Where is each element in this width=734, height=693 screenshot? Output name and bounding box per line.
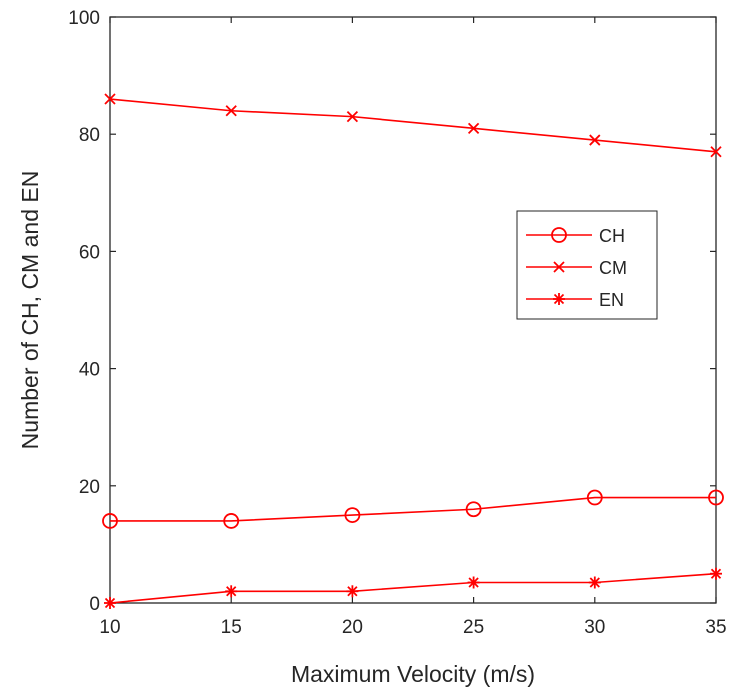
marker-stroke [225,105,237,117]
data-point [710,567,722,580]
marker-stroke [468,577,479,588]
data-point [223,513,240,529]
marker-stroke [710,146,722,158]
data-point [102,513,118,529]
y-tick-label: 80 [79,125,100,146]
x-tick-label: 25 [463,617,484,638]
marker-stroke [226,586,237,597]
marker-stroke [347,586,358,597]
x-tick-label: 35 [705,617,726,638]
marker-stroke [346,110,359,123]
data-point [588,576,601,589]
series-en [104,567,722,609]
data-point [346,585,359,598]
series-line [110,496,716,522]
y-tick-label: 60 [79,242,100,263]
data-point [465,501,482,518]
data-point [104,93,116,105]
y-tick-label: 40 [79,360,100,381]
data-point [467,576,480,589]
data-point [551,227,567,243]
marker-stroke [553,261,565,273]
marker-stroke [104,597,116,609]
x-tick-label: 10 [99,617,120,638]
legend-entry-ch: CH [526,226,625,246]
legend-entry-cm: CM [526,258,627,278]
data-point [586,489,603,506]
axis-ticks: 10 15 20 25 30 35 0 20 40 60 80 100 [68,8,726,638]
data-point [467,122,480,134]
marker-stroke [104,93,116,105]
data-point [104,597,116,609]
x-axis-label: Maximum Velocity (m/s) [291,661,535,687]
legend-label: EN [599,290,624,310]
data-point [710,146,722,158]
data-point [553,293,565,305]
marker-stroke [710,568,722,579]
legend-box [516,210,658,320]
data-point [589,134,601,146]
marker-stroke [589,134,601,146]
series-ch [102,489,724,529]
data-point [344,507,361,523]
legend-label: CM [599,258,627,278]
series-cm [104,93,722,158]
x-tick-label: 30 [584,617,605,638]
data-point [553,261,565,273]
x-tick-label: 15 [221,617,242,638]
series-line [109,98,717,153]
series-layer [102,93,724,609]
x-tick-label: 20 [342,617,363,638]
y-tick-label: 20 [79,477,100,498]
marker-stroke [553,293,565,305]
marker-stroke [589,577,600,588]
series-line [109,572,717,604]
data-point [708,489,724,506]
legend-label: CH [599,226,625,246]
legend-entry-en: EN [526,290,624,310]
data-point [346,110,359,123]
y-tick-label: 0 [89,594,100,615]
y-axis-label: Number of CH, CM and EN [17,171,43,450]
marker-stroke [467,122,480,134]
legend: CH CM EN [516,210,658,320]
y-tick-label: 100 [68,8,100,29]
data-point [225,105,237,117]
data-point [225,585,238,598]
